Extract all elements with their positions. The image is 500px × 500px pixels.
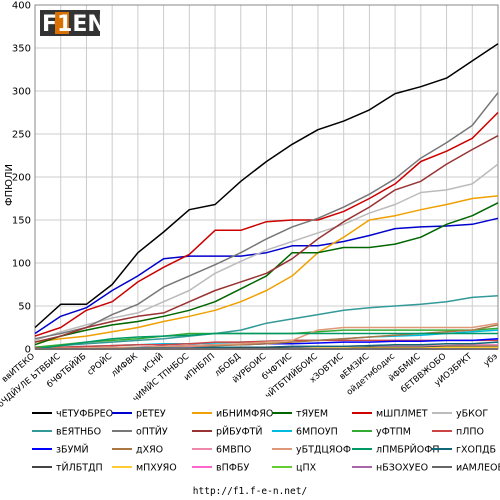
- legend-label: 6МВПО: [216, 445, 251, 456]
- series-line: [34, 92, 499, 340]
- legend-label: цПХ: [296, 463, 317, 474]
- logo-text: F1EN: [42, 12, 106, 37]
- logo-accent: [55, 12, 69, 34]
- legend-label: чЕТУФБРЕО: [56, 409, 113, 420]
- y-axis-label: ФПЮЛИ: [4, 164, 15, 206]
- series-line: [34, 322, 499, 350]
- legend-label: мШПЛМЕТ: [376, 409, 428, 420]
- f1en-logo: F1EN: [40, 10, 106, 37]
- footer-url[interactable]: http://f1.f-e-n.net/: [193, 486, 307, 497]
- grid-lines: [34, 4, 499, 350]
- y-tick-label: 100: [12, 259, 31, 270]
- y-axis-ticks: 0 50 100 150 200 250 300 350 400: [12, 1, 31, 356]
- logo-background: [40, 10, 100, 36]
- series-line: [34, 294, 499, 349]
- y-tick-label: 0: [25, 345, 31, 356]
- legend-label: зБУМЙ: [56, 444, 89, 456]
- series-line: [34, 135, 499, 343]
- y-tick-label: 300: [12, 87, 31, 98]
- legend-label: нБЗОХУЕО: [376, 463, 428, 474]
- legend-label: уФТПМ: [376, 427, 411, 438]
- legend-label: иАМЛЕОВЕТЗ: [456, 463, 500, 474]
- y-tick-label: 50: [18, 302, 31, 313]
- series-line: [34, 163, 499, 342]
- series-line: [34, 195, 499, 343]
- series-line: [34, 43, 499, 329]
- legend-label: рЙБУФТЙ: [216, 426, 263, 438]
- y-tick-label: 400: [12, 1, 31, 12]
- legend-label: уБТДЦЯОФ: [296, 445, 351, 456]
- legend-label: лПМБРЙОФП: [376, 444, 440, 456]
- legend-label: вПФБУ: [216, 463, 249, 474]
- y-tick-label: 250: [12, 130, 31, 141]
- y-tick-label: 150: [12, 216, 31, 227]
- legend-label: иБНИМФЯО: [216, 409, 273, 420]
- legend-label: 6МПОУП: [296, 427, 338, 438]
- legend-label: вЕЯТНБО: [56, 427, 101, 438]
- series-line: [34, 339, 498, 349]
- series-line: [34, 202, 499, 346]
- legend-label: мПХУЯО: [136, 463, 177, 474]
- series-line: [34, 332, 498, 350]
- series-lines: [34, 43, 499, 350]
- legend-label: рЕТЕУ: [136, 409, 166, 420]
- legend-label: гХОПДБ: [456, 445, 496, 456]
- series-line: [34, 111, 499, 337]
- legend-label: оПТЙУ: [136, 426, 168, 438]
- legend-label: дХЯО: [136, 445, 163, 456]
- legend-label: тЯУЕМ: [296, 409, 328, 420]
- series-line: [34, 217, 499, 335]
- legend-label: пЛПО: [456, 427, 484, 438]
- y-tick-label: 200: [12, 173, 31, 184]
- legend: чЕТУФБРЕО рЕТЕУ иБНИМФЯО тЯУЕМ мШПЛМЕТ уБКОГ в…: [32, 409, 500, 474]
- legend-label: уБКОГ: [456, 409, 488, 420]
- legend-label: тЙЛБТДП: [56, 462, 103, 474]
- y-tick-label: 350: [12, 44, 31, 55]
